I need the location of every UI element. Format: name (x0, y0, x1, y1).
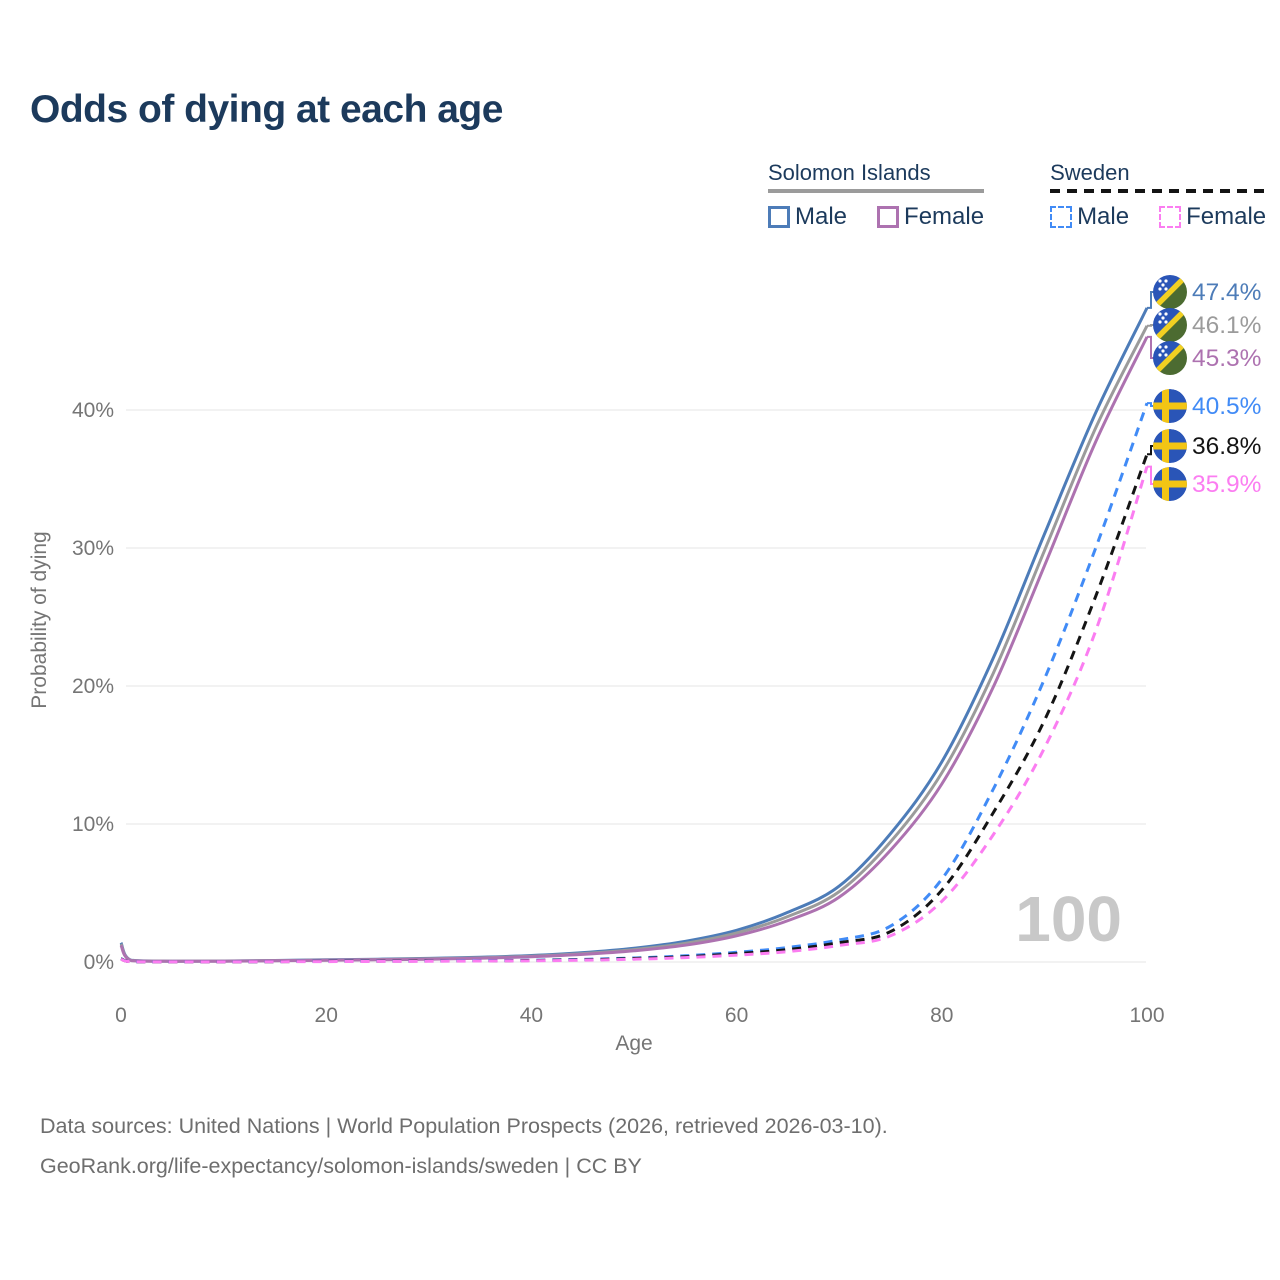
label-connector-solomon-islands-female (1147, 335, 1154, 359)
x-tick-label: 40 (520, 1004, 543, 1027)
legend-group-solomon-islands: Solomon Islands Male Female (768, 160, 985, 231)
legend-country-label: Sweden (1050, 160, 1130, 185)
solid-line-style-swatch (768, 189, 985, 193)
legend-item-sweden-male[interactable]: Male (1050, 203, 1129, 231)
legend-item-sweden-female[interactable]: Female (1159, 203, 1266, 231)
series-line-solomon-islands-female (119, 336, 1149, 963)
legend-item-label: Male (795, 203, 848, 230)
chart-title: Odds of dying at each age (30, 88, 503, 131)
legend-country-label: Solomon Islands (768, 160, 931, 185)
flag-icon-solomon-islands (1153, 341, 1187, 375)
flag-icon-sweden (1153, 429, 1187, 463)
x-axis-title: Age (615, 1032, 652, 1055)
legend-item-label: Female (1186, 203, 1267, 230)
sweden-female-swatch-icon (1159, 206, 1182, 228)
solomon-female-swatch-icon (877, 206, 900, 228)
legend-item-solomon-female[interactable]: Female (877, 203, 984, 231)
series-line-solomon-islands-male (119, 307, 1149, 963)
y-axis-title: Probability of dying (28, 531, 51, 708)
series-line-sweden-female (120, 466, 1149, 964)
end-value-label-solomon-islands-female: 45.3% (1192, 345, 1261, 372)
legend-group-sweden: Sweden Male Female (1050, 160, 1267, 231)
solomon-male-swatch-icon (768, 206, 790, 228)
y-tick-label: 40% (72, 399, 114, 422)
label-connector-solomon-islands-male (1147, 291, 1154, 309)
y-tick-label: 10% (72, 813, 114, 836)
flag-icon-solomon-islands (1153, 275, 1187, 309)
dashed-line-style-swatch (1050, 189, 1267, 193)
end-value-label-solomon-islands-both-sexes: 46.1% (1192, 312, 1261, 339)
label-connector-solomon-islands-both-sexes (1147, 324, 1154, 327)
data-sources-line: Data sources: United Nations | World Pop… (40, 1114, 888, 1138)
footer: Data sources: United Nations | World Pop… (40, 1106, 888, 1186)
y-tick-label: 0% (84, 951, 114, 974)
end-value-label-sweden-male: 40.5% (1192, 393, 1261, 420)
label-connector-sweden-both-sexes (1147, 445, 1154, 456)
flag-icon-sweden (1153, 467, 1187, 501)
legend-item-solomon-male[interactable]: Male (768, 203, 847, 231)
series-line-sweden-both-sexes (120, 453, 1149, 964)
x-tick-label: 0 (115, 1004, 127, 1027)
legend-item-label: Male (1077, 203, 1130, 230)
series-line-solomon-islands-both-sexes (119, 325, 1149, 963)
sweden-male-swatch-icon (1050, 206, 1073, 228)
x-tick-label: 100 (1129, 1004, 1164, 1027)
flag-icon-sweden (1153, 389, 1187, 423)
age-counter-watermark: 100 (1015, 883, 1122, 955)
x-tick-label: 20 (315, 1004, 338, 1027)
legend-country-solomon-islands: Solomon Islands (768, 160, 985, 193)
y-tick-label: 20% (72, 675, 114, 698)
x-tick-label: 60 (725, 1004, 748, 1027)
legend-item-label: Female (904, 203, 985, 230)
end-value-label-solomon-islands-male: 47.4% (1192, 279, 1261, 306)
label-connector-sweden-male (1147, 402, 1154, 407)
y-tick-label: 30% (72, 537, 114, 560)
flag-icon-solomon-islands (1153, 308, 1187, 342)
series-line-sweden-male (120, 402, 1149, 964)
end-value-label-sweden-female: 35.9% (1192, 471, 1261, 498)
legend-country-sweden: Sweden (1050, 160, 1267, 193)
label-connector-sweden-female (1147, 465, 1154, 485)
end-value-label-sweden-both-sexes: 36.8% (1192, 433, 1261, 460)
x-tick-label: 80 (930, 1004, 953, 1027)
attribution-line: GeoRank.org/life-expectancy/solomon-isla… (40, 1154, 642, 1178)
chart-legend: Solomon Islands Male Female Sweden (768, 160, 1267, 231)
